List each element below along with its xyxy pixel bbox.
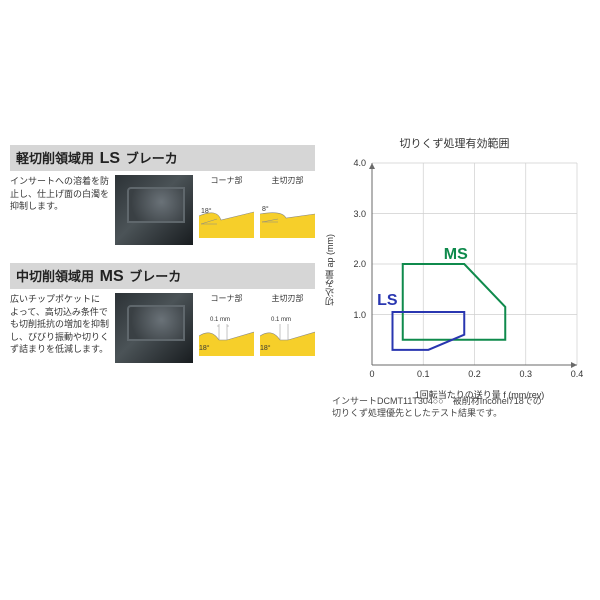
ms-body: 広いチップポケットによって、高切込み条件でも切削抵抗の増加を抑制し、びびり振動や… [10,293,315,363]
chart-footer-line1: インサートDCMT11T304○○ 被削材Inconel718での [332,395,582,407]
ms-title-suffix: ブレーカ [129,269,181,284]
ls-title-bar: 軽切削領域用 LS ブレーカ [10,145,315,171]
ms-title-prefix: 中切削領域用 [16,269,94,284]
ls-corner-block: コーナ部 18° [199,175,254,245]
ms-edge-label: 主切刃部 [260,293,315,304]
ms-corner-label: コーナ部 [199,293,254,304]
chart-footer-line2: 切りくず処理優先としたテスト結果です。 [332,407,582,419]
ms-title-bar: 中切削領域用 MS ブレーカ [10,263,315,289]
ms-edge-profile: 0.1 mm 18° [260,306,315,356]
ls-title-suffix: ブレーカ [126,151,178,166]
ls-edge-block: 主切刃部 8° [260,175,315,245]
ms-code: MS [100,268,124,285]
chart-title: 切りくず処理有効範囲 [327,135,582,151]
ls-corner-angle: 18° [201,207,212,215]
ls-corner-profile: 18° [199,188,254,238]
ms-desc: 広いチップポケットによって、高切込み条件でも切削抵抗の増加を抑制し、びびり振動や… [10,293,109,363]
ls-profiles: コーナ部 18° 主切刃部 8° [199,175,315,245]
ms-corner-land: 0.1 mm [210,317,230,323]
chart-area: 切込み量 ap (mm) 1回転当たりの送り量 f (mm/rev) 1.02.… [327,155,582,385]
ms-corner-angle: 18° [199,344,210,352]
ms-edge-block: 主切刃部 0.1 mm 18° [260,293,315,363]
ls-body: インサートへの溶着を防止し、仕上げ面の白濁を抑制します。 コーナ部 18° 主切… [10,175,315,245]
ms-profiles: コーナ部 0.1 mm 18° 主切刃部 0 [199,293,315,363]
xtick: 0.4 [571,369,584,379]
ms-corner-block: コーナ部 0.1 mm 18° [199,293,254,363]
ls-edge-label: 主切刃部 [260,175,315,186]
ytick: 1.0 [353,310,366,320]
ms-corner-profile: 0.1 mm 18° [199,306,254,356]
ytick: 4.0 [353,158,366,168]
ls-corner-label: コーナ部 [199,175,254,186]
ls-title-prefix: 軽切削領域用 [16,151,94,166]
ms-edge-angle: 18° [260,344,271,352]
ytick: 3.0 [353,209,366,219]
ls-code: LS [100,150,120,167]
xtick: 0 [369,369,374,379]
ms-insert-photo [115,293,193,363]
chart-svg [327,155,582,385]
xtick: 0.2 [468,369,481,379]
ls-desc: インサートへの溶着を防止し、仕上げ面の白濁を抑制します。 [10,175,109,245]
chart-ylabel: 切込み量 ap (mm) [323,234,336,306]
xtick: 0.3 [519,369,532,379]
ytick: 2.0 [353,259,366,269]
left-column: 軽切削領域用 LS ブレーカ インサートへの溶着を防止し、仕上げ面の白濁を抑制し… [10,145,315,381]
xtick: 0.1 [417,369,430,379]
chart: 切りくず処理有効範囲 切込み量 ap (mm) 1回転当たりの送り量 f (mm… [327,135,582,385]
region-label-ms: MS [444,246,468,264]
ls-edge-angle: 8° [262,205,269,213]
chart-footer: インサートDCMT11T304○○ 被削材Inconel718での 切りくず処理… [332,395,582,419]
ms-edge-land: 0.1 mm [271,317,291,323]
ls-insert-photo [115,175,193,245]
region-label-ls: LS [377,292,397,310]
ls-edge-profile: 8° [260,188,315,238]
